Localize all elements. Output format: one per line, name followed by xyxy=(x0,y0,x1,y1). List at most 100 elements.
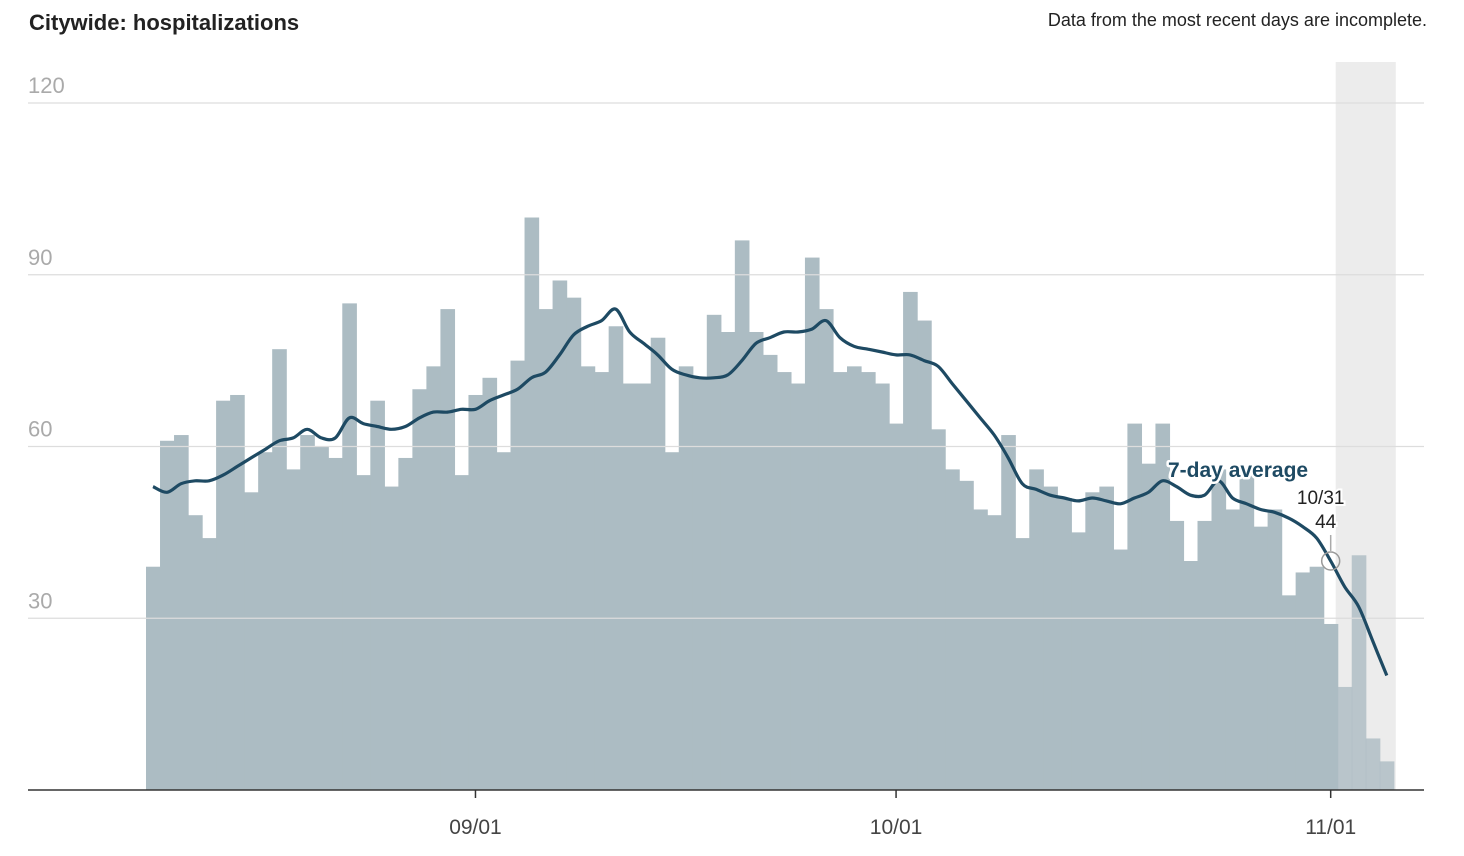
hospitalization-bar xyxy=(931,429,946,790)
hospitalization-bar xyxy=(300,435,315,790)
y-tick-label: 90 xyxy=(28,245,52,270)
hospitalization-bar xyxy=(1169,520,1185,790)
hospitalization-bar xyxy=(1351,555,1367,790)
hospitalization-bar xyxy=(959,480,974,790)
hospitalization-bar xyxy=(889,423,904,790)
annotation-value: 44 xyxy=(1315,512,1337,533)
hospitalization-bar xyxy=(650,337,666,790)
hospitalization-bar xyxy=(1295,572,1311,790)
x-tick-label: 11/01 xyxy=(1305,816,1356,839)
hospitalization-bar xyxy=(903,291,918,790)
hospitalization-bar xyxy=(594,372,610,790)
hospitalization-bar xyxy=(272,349,287,790)
hospitalization-bar xyxy=(1183,561,1199,790)
hospitalization-bar xyxy=(1253,526,1269,790)
hospitalization-bar xyxy=(1099,486,1114,790)
hospitalization-bar xyxy=(734,240,750,790)
hospitalization-bar xyxy=(875,383,890,790)
hospitalization-bar xyxy=(818,309,834,790)
hospitalization-bar xyxy=(538,309,554,790)
hospitalization-bar xyxy=(1085,492,1100,790)
hospitalization-bar xyxy=(258,452,273,790)
hospitalization-bar xyxy=(216,400,231,790)
hospitalization-bar xyxy=(1001,435,1016,790)
x-tick-label: 09/01 xyxy=(449,816,502,839)
hospitalization-bar xyxy=(1043,486,1058,790)
hospitalization-bar xyxy=(1071,532,1086,790)
hospitalization-bar xyxy=(1057,498,1072,790)
hospitalization-bar xyxy=(1029,469,1044,790)
chart-title: Citywide: hospitalizations xyxy=(29,10,300,35)
average-series-label: 7-day average xyxy=(1168,459,1308,482)
hospitalization-bar xyxy=(1197,520,1213,790)
annotation-date: 10/31 xyxy=(1297,488,1345,509)
hospitalization-bar xyxy=(510,360,526,790)
hospitalization-bar xyxy=(552,280,568,790)
hospitalization-bar xyxy=(832,372,848,790)
hospitalization-bar xyxy=(244,492,259,790)
hospitalization-bar xyxy=(1309,566,1325,790)
hospitalization-bar xyxy=(973,509,988,790)
hospitalization-bar xyxy=(580,366,596,790)
hospitalization-bar xyxy=(160,440,175,790)
hospitalization-bar xyxy=(945,469,960,790)
hospitalization-bar xyxy=(1225,509,1241,790)
hospitalization-bar xyxy=(1127,423,1143,790)
hospitalization-bar xyxy=(286,469,301,790)
hospitalization-bar xyxy=(861,372,876,790)
hospitalization-bar xyxy=(1267,509,1283,790)
hospitalization-bar xyxy=(202,538,217,790)
y-tick-label: 30 xyxy=(28,588,52,613)
hospitalization-bar xyxy=(146,566,161,790)
hospitalization-bar xyxy=(706,314,722,790)
hospitalization-bar xyxy=(398,457,413,790)
hospitalization-bar xyxy=(440,309,456,790)
hospitalization-bar xyxy=(608,326,624,790)
hospitalization-bar xyxy=(1155,423,1171,790)
hospitalization-bar xyxy=(748,332,764,790)
hospitalization-bar xyxy=(188,515,203,790)
annotation-marker xyxy=(1320,551,1341,571)
hospitalization-bar xyxy=(1379,761,1395,790)
hospitalization-bar xyxy=(636,383,652,790)
hospitalization-bar xyxy=(1239,475,1255,790)
hospitalization-bar xyxy=(342,303,357,790)
hospitalization-bar xyxy=(762,354,778,790)
incomplete-data-note: Data from the most recent days are incom… xyxy=(1047,10,1427,30)
hospitalization-bar xyxy=(1015,538,1030,790)
hospitalization-bar xyxy=(412,389,427,790)
hospitalization-bar xyxy=(566,297,582,790)
hospitalization-bar xyxy=(1281,595,1297,790)
hospitalization-bar xyxy=(468,394,484,790)
hospitalization-bar xyxy=(1113,549,1128,790)
hospitalization-bar xyxy=(454,475,470,790)
y-tick-label: 120 xyxy=(28,73,65,98)
hospitalization-bar xyxy=(692,377,708,790)
hospitalization-bar xyxy=(1211,469,1227,790)
hospitalization-bar xyxy=(174,435,189,790)
hospitalization-bar xyxy=(1365,738,1381,790)
hospitalization-bar xyxy=(804,257,820,790)
hospitalization-bar xyxy=(482,377,498,790)
hospitalization-bar xyxy=(1337,686,1353,790)
x-tick-label: 10/01 xyxy=(870,816,923,839)
seven-day-average-line xyxy=(152,307,1389,677)
hospitalization-bar xyxy=(384,486,399,790)
hospitalization-bar xyxy=(1323,623,1339,790)
hospitalization-bar xyxy=(664,452,680,790)
hospitalization-bar xyxy=(496,452,512,790)
hospitalization-bar xyxy=(790,383,806,790)
hospitalization-bar xyxy=(847,366,862,790)
hospitalization-bar xyxy=(1141,463,1157,790)
hospitalization-bar xyxy=(720,332,736,790)
hospitalization-bar xyxy=(370,400,385,790)
hospitalization-bar xyxy=(356,475,371,790)
hospitalization-bar xyxy=(917,320,932,790)
hospitalization-bar xyxy=(230,394,245,790)
hospitalization-bar xyxy=(987,515,1002,790)
hospitalization-bar xyxy=(678,366,694,790)
y-tick-label: 60 xyxy=(28,417,52,442)
hospitalization-bar xyxy=(776,372,792,790)
hospitalization-bar xyxy=(622,383,638,790)
